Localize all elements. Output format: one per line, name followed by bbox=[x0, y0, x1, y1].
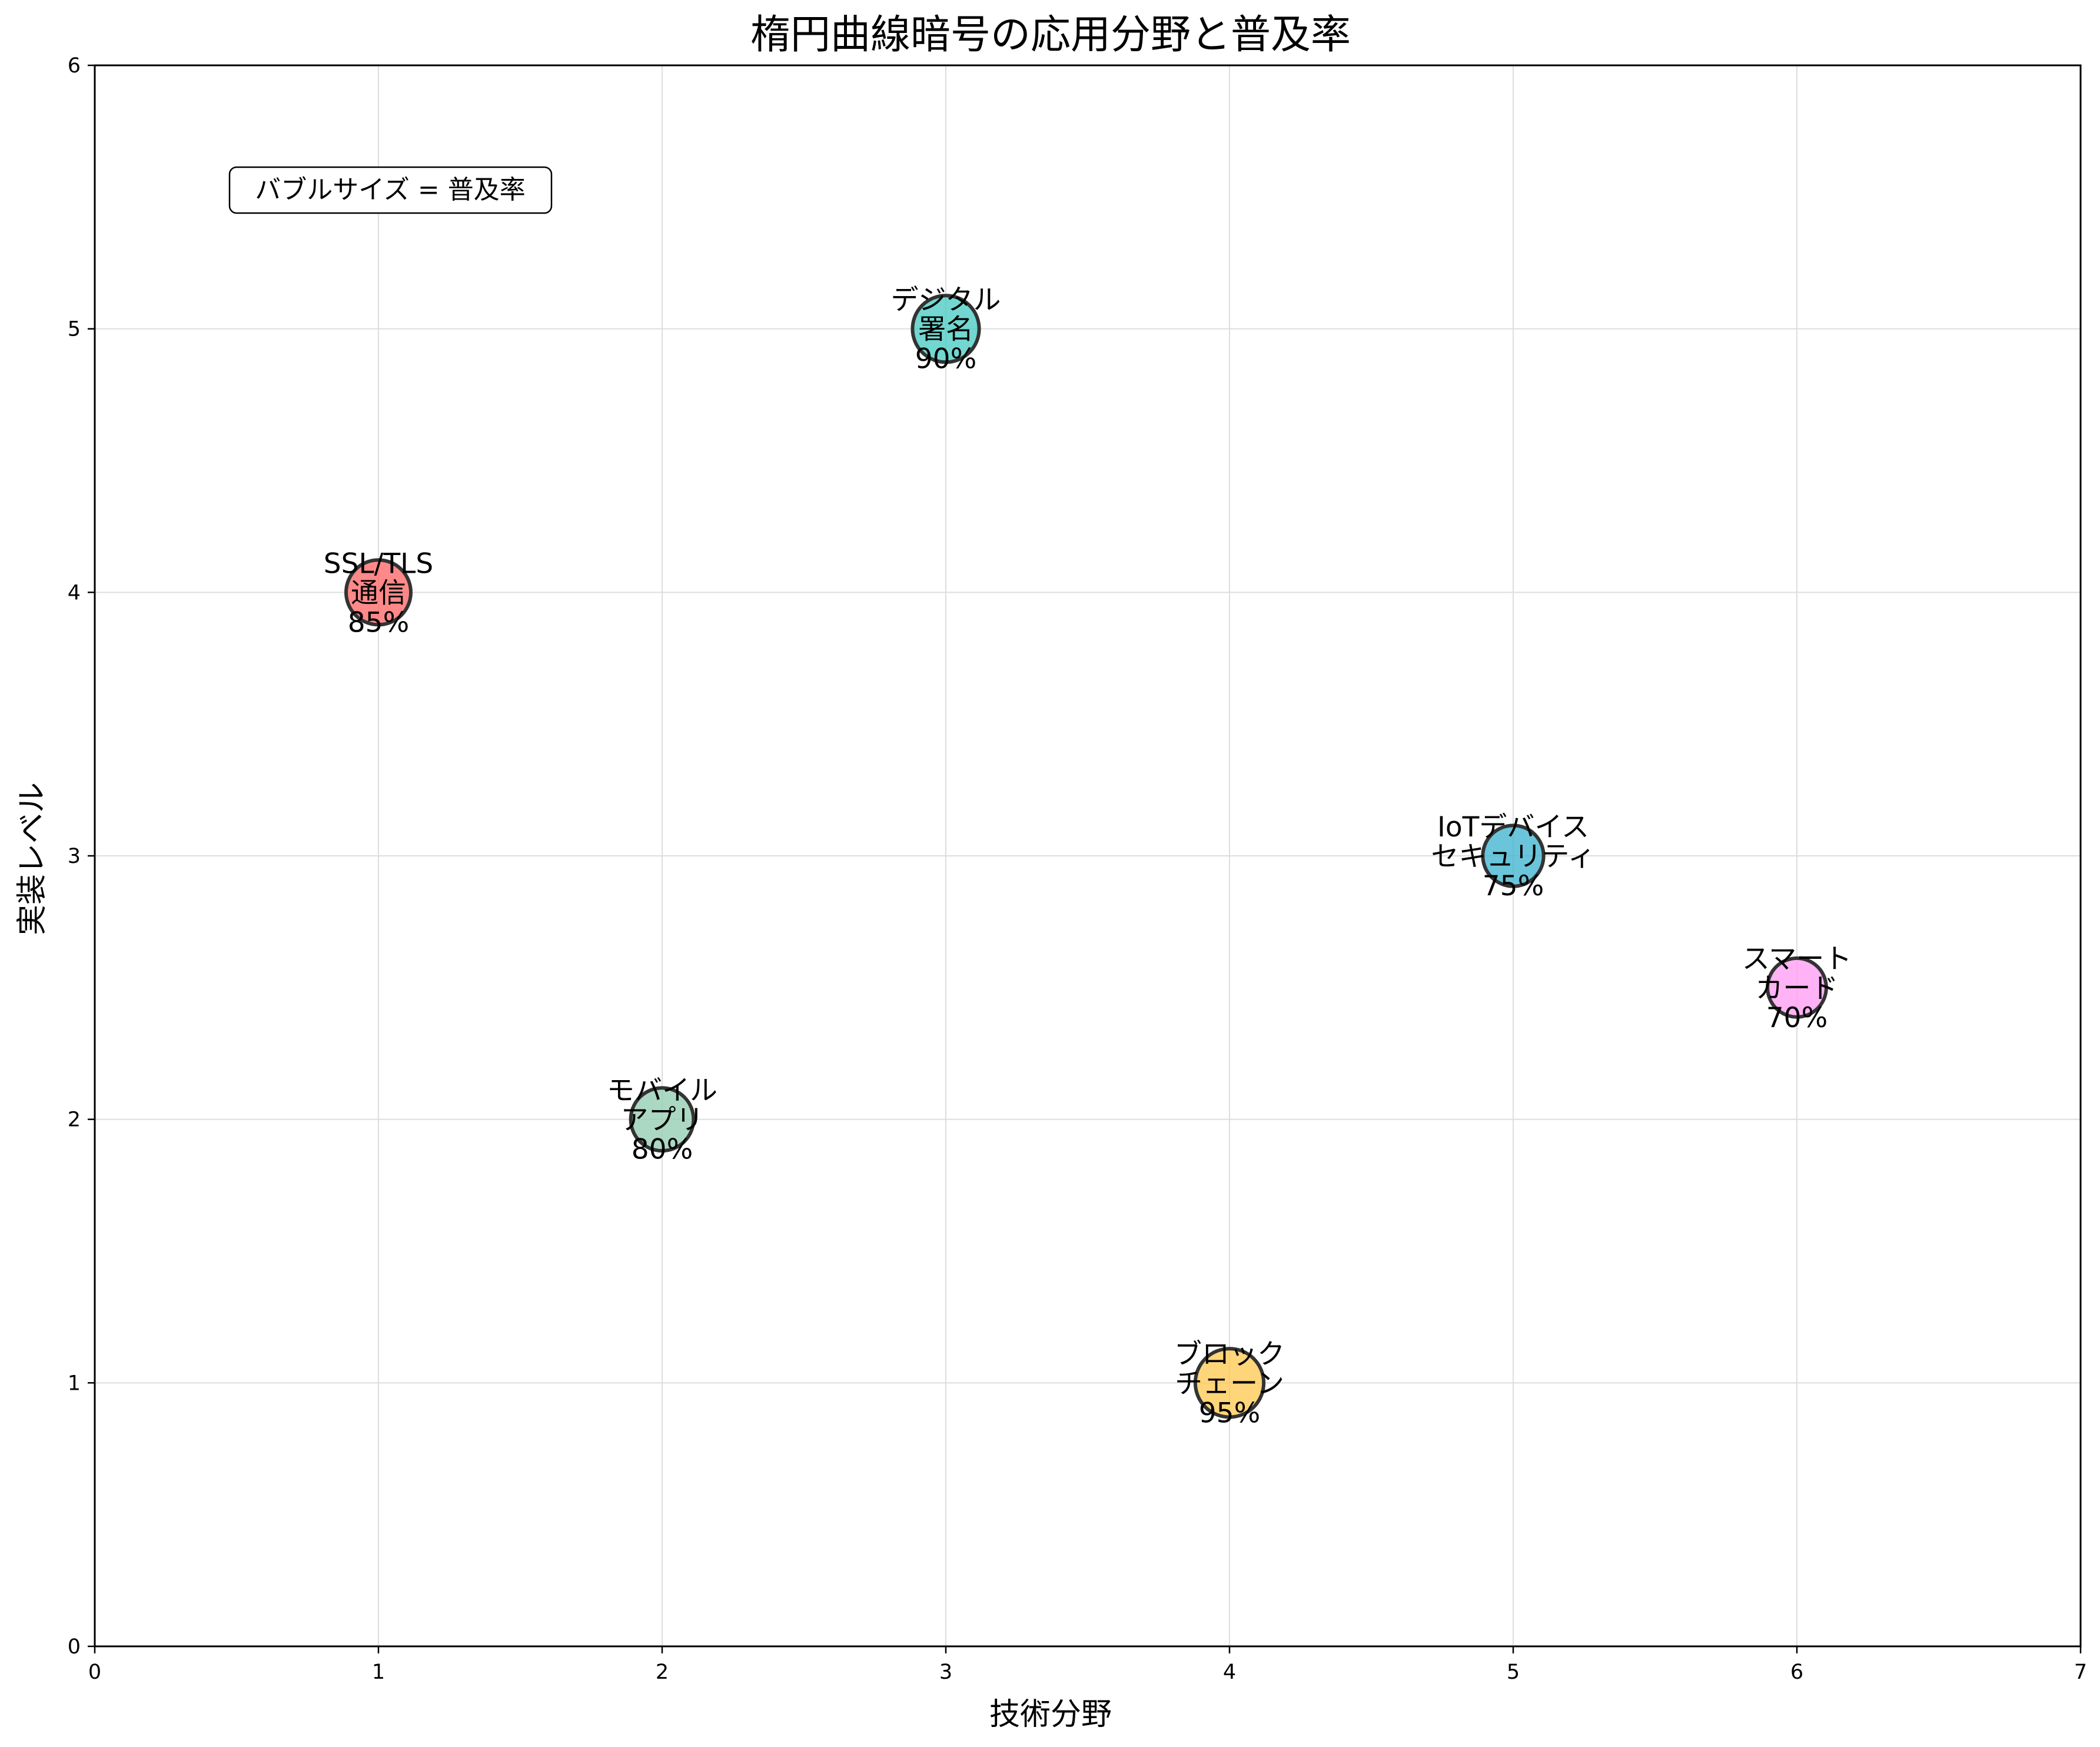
x-tick-label: 2 bbox=[656, 1660, 669, 1684]
bubble bbox=[911, 294, 981, 364]
bubble-label: セキュリティ bbox=[1431, 841, 1595, 873]
y-tick-label: 3 bbox=[68, 845, 81, 868]
y-tick-label: 2 bbox=[68, 1108, 81, 1132]
bubble-label: ブロック bbox=[1174, 1338, 1285, 1370]
bubble bbox=[1481, 823, 1546, 888]
bubble bbox=[1193, 1347, 1266, 1419]
bubble bbox=[344, 558, 413, 627]
bubble-label: デジタル bbox=[890, 284, 1001, 317]
data-points: SSL/TLS通信85%モバイルアプリ80%デジタル署名90%ブロックチェーン9… bbox=[324, 284, 1852, 1430]
bubble bbox=[1766, 956, 1828, 1019]
bubble-label: アプリ bbox=[621, 1104, 704, 1137]
bubble-label: スマート bbox=[1742, 943, 1852, 975]
bubble-label: カード bbox=[1756, 972, 1839, 1005]
y-tick-label: 1 bbox=[68, 1371, 81, 1395]
bubble-label: 85% bbox=[348, 606, 409, 639]
bubble-label: 通信 bbox=[351, 577, 406, 609]
x-tick-label: 0 bbox=[88, 1660, 101, 1684]
x-tick-label: 1 bbox=[372, 1660, 385, 1684]
bubble-label: 95% bbox=[1199, 1397, 1260, 1429]
bubble-label: SSL/TLS bbox=[324, 547, 433, 580]
x-tick-label: 3 bbox=[939, 1660, 952, 1684]
x-tick-label: 5 bbox=[1507, 1660, 1520, 1684]
bubble bbox=[629, 1086, 696, 1153]
x-tick-label: 7 bbox=[2074, 1660, 2087, 1684]
bubble-size-note-box bbox=[228, 166, 553, 214]
bubble-size-note-text: バブルサイズ = 普及率 bbox=[255, 175, 526, 205]
y-tick-label: 6 bbox=[68, 54, 81, 78]
y-axis-title: 実装レベル bbox=[15, 782, 50, 935]
chart-title: 楕円曲線暗号の応用分野と普及率 bbox=[750, 12, 1351, 58]
x-tick-label: 4 bbox=[1223, 1660, 1236, 1684]
bubble-label: IoTデバイス bbox=[1437, 811, 1589, 843]
x-axis-title: 技術分野 bbox=[989, 1697, 1112, 1732]
axis-ticks: 0 1 2 3 4 5 6 7 0 1 2 3 4 5 6 bbox=[68, 54, 2087, 1684]
y-tick-label: 4 bbox=[68, 581, 81, 605]
bubble-label: モバイル bbox=[607, 1075, 717, 1107]
y-tick-label: 5 bbox=[68, 318, 81, 341]
y-tick-label: 0 bbox=[68, 1635, 81, 1659]
x-tick-label: 6 bbox=[1790, 1660, 1803, 1684]
bubble-label: 署名 bbox=[918, 314, 973, 346]
bubble-size-note: バブルサイズ = 普及率 bbox=[228, 166, 553, 214]
bubble-label: 75% bbox=[1483, 870, 1544, 902]
bubble-label: 70% bbox=[1766, 1002, 1827, 1034]
bubble-label: チェーン bbox=[1175, 1367, 1284, 1400]
bubble-label: 90% bbox=[915, 343, 976, 376]
bubble-label: 80% bbox=[632, 1134, 693, 1166]
